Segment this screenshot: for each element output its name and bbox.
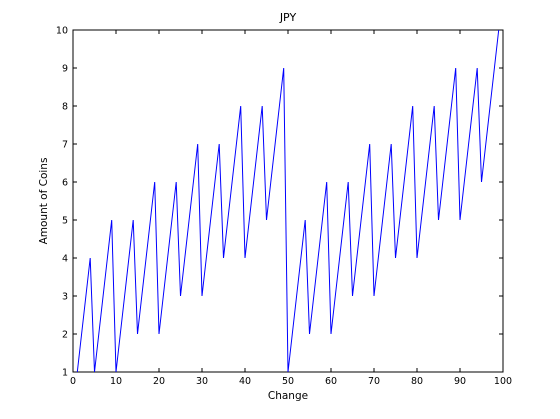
y-axis-label: Amount of Coins [38, 158, 50, 245]
x-tick-label: 40 [239, 376, 251, 387]
series-line [76, 29, 500, 373]
x-tick-label: 10 [110, 376, 122, 387]
chart-title: JPY [279, 11, 297, 24]
y-tick-label: 4 [62, 254, 68, 265]
x-tick-label: 90 [454, 376, 466, 387]
y-tick-label: 2 [62, 330, 68, 341]
x-tick-label: 60 [325, 376, 337, 387]
x-tick-label: 30 [196, 376, 208, 387]
y-tick-label: 10 [56, 26, 68, 37]
plot-frame [72, 29, 504, 373]
x-tick-label: 0 [70, 376, 76, 387]
y-tick-label: 7 [62, 140, 68, 151]
y-tick-label: 6 [62, 178, 68, 189]
y-tick-label: 8 [62, 102, 68, 113]
x-tick-label: 70 [368, 376, 380, 387]
y-tick-label: 5 [62, 216, 68, 227]
x-tick-label: 80 [411, 376, 423, 387]
y-tick-label: 1 [62, 368, 68, 379]
x-tick-label: 100 [494, 376, 512, 387]
y-axis: 1 2 3 4 5 6 7 8 9 10 [56, 26, 503, 379]
y-tick-label: 3 [62, 292, 68, 303]
x-tick-label: 50 [282, 376, 294, 387]
x-axis-label: Change [268, 390, 308, 402]
x-tick-label: 20 [153, 376, 165, 387]
y-tick-label: 9 [62, 64, 68, 75]
